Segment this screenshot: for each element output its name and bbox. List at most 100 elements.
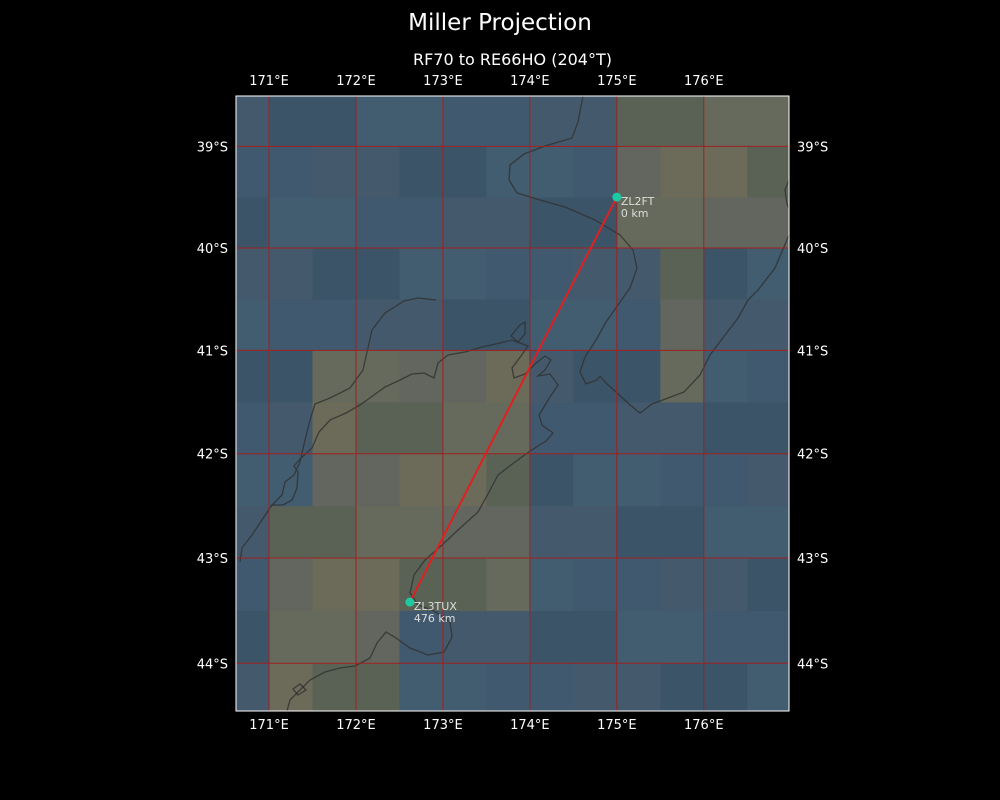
- terrain-tile: [747, 505, 789, 559]
- terrain-tile: [703, 401, 748, 455]
- terrain-tile: [747, 299, 789, 351]
- lon-tick-label: 174°E: [510, 74, 550, 89]
- lat-tick-label: 43°S: [197, 552, 228, 567]
- terrain-tile: [703, 350, 748, 403]
- terrain-tile: [573, 663, 618, 711]
- terrain-tile: [312, 505, 357, 559]
- terrain-tile: [312, 557, 357, 612]
- terrain-tile: [529, 96, 574, 147]
- terrain-tile: [355, 247, 400, 300]
- terrain-tile: [529, 505, 574, 559]
- coastline: [239, 96, 789, 711]
- terrain-tile: [236, 197, 270, 249]
- terrain-tile: [747, 401, 789, 455]
- map-frame: [235, 95, 790, 712]
- terrain-tile: [442, 350, 487, 403]
- terrain-tile: [486, 247, 531, 300]
- terrain-tile: [355, 197, 400, 249]
- terrain-tile: [442, 299, 487, 351]
- terrain-tile: [399, 146, 444, 198]
- terrain-tile: [703, 247, 748, 300]
- terrain-tile: [236, 96, 270, 147]
- terrain-tile: [312, 401, 357, 455]
- terrain-tile: [399, 401, 444, 455]
- terrain-tile: [312, 197, 357, 249]
- terrain-tile: [660, 197, 705, 249]
- terrain-tile: [442, 663, 487, 711]
- lat-tick-label: 39°S: [797, 140, 828, 155]
- terrain-tile: [269, 146, 314, 198]
- terrain-tile: [486, 610, 531, 664]
- terrain-tile: [529, 610, 574, 664]
- station-callsign: ZL2FT: [621, 195, 655, 208]
- terrain-tile: [529, 146, 574, 198]
- terrain-tile: [355, 663, 400, 711]
- lat-tick-label: 39°S: [197, 140, 228, 155]
- terrain-tile: [236, 663, 270, 711]
- terrain-tile: [573, 247, 618, 300]
- terrain-tile: [486, 96, 531, 147]
- terrain-tile: [269, 663, 314, 711]
- terrain-tile: [747, 197, 789, 249]
- terrain-tile: [399, 197, 444, 249]
- lon-tick-label: 172°E: [336, 74, 376, 89]
- terrain-tile: [355, 610, 400, 664]
- terrain-tile: [486, 197, 531, 249]
- terrain-tile: [660, 96, 705, 147]
- terrain-tile: [573, 610, 618, 664]
- terrain-tile: [486, 299, 531, 351]
- terrain-tile: [660, 350, 705, 403]
- terrain-tile: [747, 350, 789, 403]
- terrain-tile: [312, 146, 357, 198]
- terrain-tile: [703, 453, 748, 507]
- terrain-tile: [660, 299, 705, 351]
- terrain-tile: [399, 247, 444, 300]
- terrain-tile: [747, 247, 789, 300]
- terrain-tile: [312, 610, 357, 664]
- terrain-tile: [355, 350, 400, 403]
- terrain-tile: [312, 350, 357, 403]
- terrain-tile: [269, 247, 314, 300]
- lon-tick-label: 171°E: [249, 74, 289, 89]
- lat-tick-label: 42°S: [797, 448, 828, 463]
- lon-tick-label: 175°E: [597, 718, 637, 733]
- terrain-tile: [442, 401, 487, 455]
- propagation-path: [409, 196, 618, 603]
- terrain-tile: [269, 610, 314, 664]
- terrain-tile: [355, 401, 400, 455]
- terrain-tile: [529, 401, 574, 455]
- station-distance: 476 km: [414, 612, 456, 625]
- terrain-tile: [442, 453, 487, 507]
- terrain-tile: [703, 299, 748, 351]
- terrain-tile: [442, 505, 487, 559]
- terrain-tile: [703, 146, 748, 198]
- terrain-tile: [442, 610, 487, 664]
- terrain-tile: [573, 350, 618, 403]
- terrain-tile: [660, 505, 705, 559]
- terrain-tile: [236, 557, 270, 612]
- lon-tick-label: 174°E: [510, 718, 550, 733]
- terrain-tile: [747, 663, 789, 711]
- terrain-tile: [616, 505, 661, 559]
- terrain-tile: [269, 557, 314, 612]
- terrain-tile: [399, 96, 444, 147]
- terrain-tile: [573, 453, 618, 507]
- lat-tick-label: 42°S: [197, 448, 228, 463]
- station-callsign: ZL3TUX: [414, 600, 457, 613]
- terrain-tile: [236, 610, 270, 664]
- terrain-tile: [236, 247, 270, 300]
- terrain-tile: [269, 505, 314, 559]
- lat-tick-label: 40°S: [197, 242, 228, 257]
- terrain-tile: [703, 557, 748, 612]
- terrain-tile: [442, 247, 487, 300]
- terrain-tile: [703, 610, 748, 664]
- terrain-tile: [236, 401, 270, 455]
- lon-tick-label: 176°E: [684, 74, 724, 89]
- lat-tick-label: 41°S: [797, 344, 828, 359]
- great-circle-path: [409, 196, 618, 603]
- terrain-tile: [442, 557, 487, 612]
- lon-tick-label: 171°E: [249, 718, 289, 733]
- terrain-tile: [269, 299, 314, 351]
